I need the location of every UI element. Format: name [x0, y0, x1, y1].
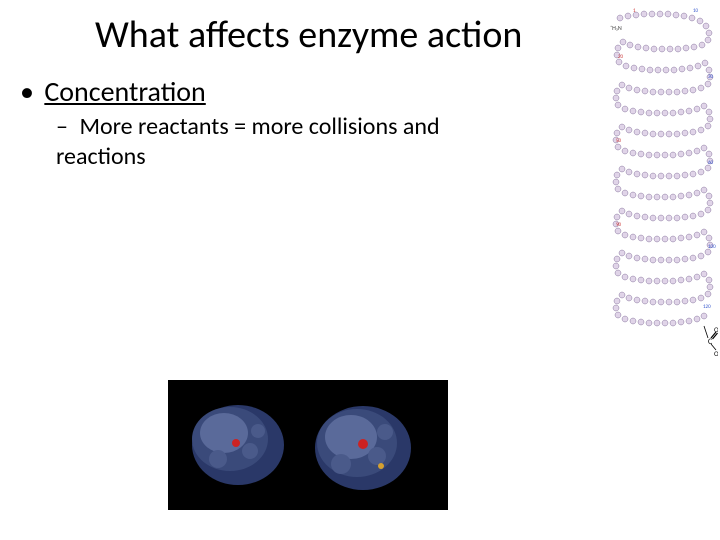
- bullet-level1: • Concentration: [20, 74, 206, 109]
- bullet-marker-l1: •: [20, 74, 38, 109]
- n-terminus-label: ⁺H₃N: [610, 24, 622, 32]
- svg-text:90: 90: [616, 222, 622, 228]
- svg-text:10: 10: [693, 8, 699, 14]
- svg-text:120: 120: [703, 304, 711, 310]
- svg-text:30: 30: [708, 74, 714, 80]
- bullet-text-l2: More reactants = more collisions and rea…: [56, 112, 440, 171]
- c-terminus: C O O: [704, 325, 718, 358]
- svg-text:100: 100: [708, 244, 716, 250]
- svg-text:O: O: [714, 349, 718, 358]
- protein-figure: [168, 380, 448, 510]
- svg-text:60: 60: [708, 160, 714, 166]
- bullet-marker-l2: –: [56, 112, 74, 142]
- chain-svg: ⁺H₃N 1 10 20 30 50 60 90 100 120 C O O: [608, 8, 718, 388]
- bullet-level2: – More reactants = more collisions and r…: [56, 112, 496, 172]
- svg-text:50: 50: [616, 138, 622, 144]
- svg-text:O: O: [714, 325, 718, 334]
- chain-figure: ⁺H₃N 1 10 20 30 50 60 90 100 120 C O O: [608, 8, 718, 388]
- protein-svg: [168, 380, 448, 510]
- bullet-text-l1: Concentration: [44, 74, 205, 109]
- slide-title: What affects enzyme action: [95, 12, 522, 58]
- slide: What affects enzyme action • Concentrati…: [0, 0, 720, 540]
- svg-text:20: 20: [618, 54, 624, 60]
